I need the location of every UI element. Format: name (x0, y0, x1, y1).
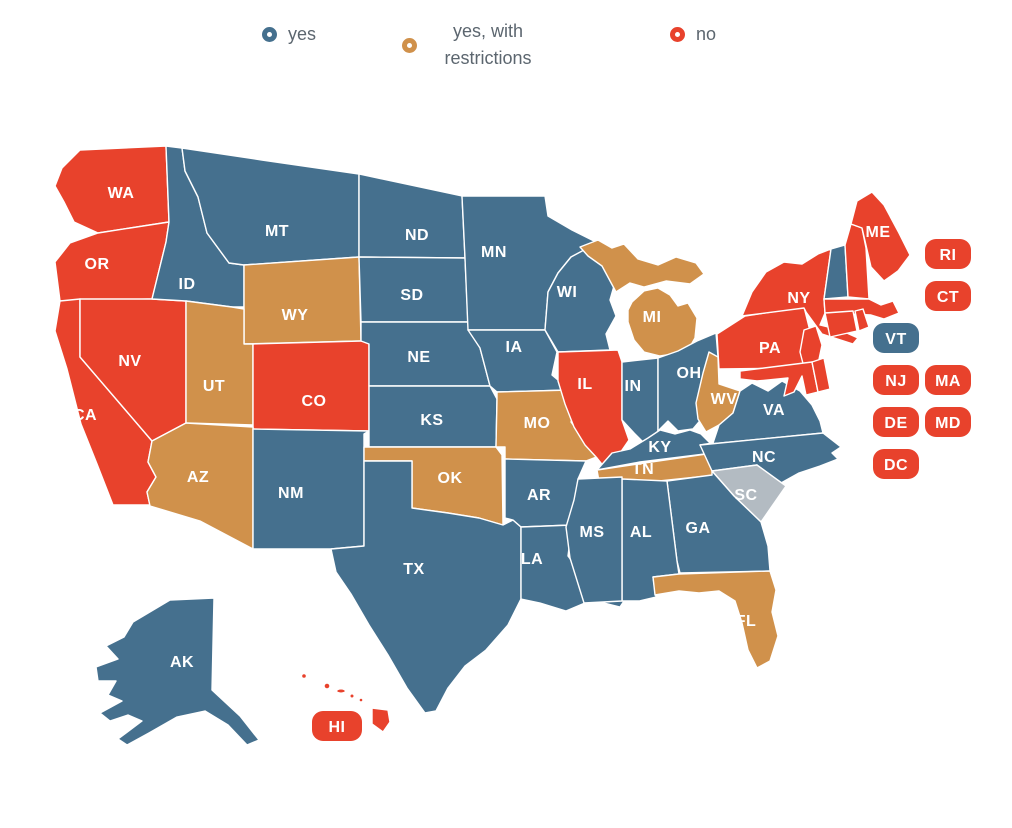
legend-item-yes: yes (262, 24, 316, 45)
hawaii-island-3[interactable] (335, 688, 347, 694)
state-pill-RI[interactable]: RI (925, 239, 971, 269)
svg-text:DE: DE (884, 415, 907, 432)
legend-item-yes-restrictions: yes, with restrictions (402, 18, 548, 72)
svg-text:CT: CT (937, 289, 959, 306)
state-pill-NJ[interactable]: NJ (873, 365, 919, 395)
legend-dot-yes-icon (262, 27, 277, 42)
state-MI-upper-peninsula[interactable] (579, 239, 705, 293)
state-pill-MD[interactable]: MD (925, 407, 971, 437)
state-IN[interactable] (621, 357, 659, 446)
states-layer (54, 145, 911, 746)
state-MS[interactable] (565, 476, 623, 604)
svg-text:NJ: NJ (885, 373, 906, 390)
state-HI-islands[interactable] (300, 672, 391, 733)
small-state-pills-layer: RI CT VT NJ MA DE MD DC HI (312, 239, 971, 741)
legend-label-yes: yes (288, 24, 317, 44)
state-NM[interactable] (252, 428, 370, 550)
state-pill-HI[interactable]: HI (312, 711, 362, 741)
state-MI[interactable] (627, 287, 698, 357)
state-VA[interactable] (699, 380, 824, 446)
svg-text:DC: DC (884, 457, 908, 474)
legend-item-no: no (670, 24, 716, 45)
state-pill-DC[interactable]: DC (873, 449, 919, 479)
state-SD[interactable] (358, 256, 469, 323)
state-ME[interactable] (850, 191, 911, 282)
state-CO[interactable] (252, 340, 370, 432)
state-TX[interactable] (330, 460, 522, 714)
state-pill-VT[interactable]: VT (873, 323, 919, 353)
state-pill-DE[interactable]: DE (873, 407, 919, 437)
state-RI[interactable] (854, 308, 870, 332)
svg-text:MD: MD (935, 415, 961, 432)
state-UT[interactable] (185, 300, 254, 426)
state-OR[interactable] (54, 221, 170, 302)
state-AZ[interactable] (146, 422, 254, 550)
state-pill-MA[interactable]: MA (925, 365, 971, 395)
state-KS[interactable] (368, 385, 498, 448)
hawaii-island-big[interactable] (371, 707, 391, 733)
legend-dot-no-icon (670, 27, 685, 42)
state-pill-CT[interactable]: CT (925, 281, 971, 311)
state-CT[interactable] (824, 310, 858, 338)
legend-label-yes-restrictions: yes, with restrictions (444, 21, 532, 68)
state-DE[interactable] (811, 357, 831, 393)
svg-text:VT: VT (885, 331, 906, 348)
state-MT[interactable] (181, 147, 360, 266)
hawaii-island-2[interactable] (323, 682, 331, 690)
hawaii-island-4[interactable] (349, 693, 355, 699)
svg-text:RI: RI (940, 247, 957, 264)
hawaii-island-5[interactable] (358, 697, 364, 703)
state-ND[interactable] (358, 173, 466, 259)
svg-text:MA: MA (935, 373, 961, 390)
legend: yes yes, with restrictions no (0, 0, 1012, 90)
state-AK[interactable] (95, 597, 260, 746)
state-WA[interactable] (54, 145, 170, 234)
legend-dot-yes-restrictions-icon (402, 37, 417, 53)
hawaii-island-1[interactable] (300, 672, 308, 680)
state-WY[interactable] (243, 256, 362, 345)
legend-label-no: no (696, 24, 717, 44)
svg-text:HI: HI (329, 719, 346, 736)
state-PA[interactable] (716, 306, 811, 370)
state-FL[interactable] (652, 570, 779, 669)
